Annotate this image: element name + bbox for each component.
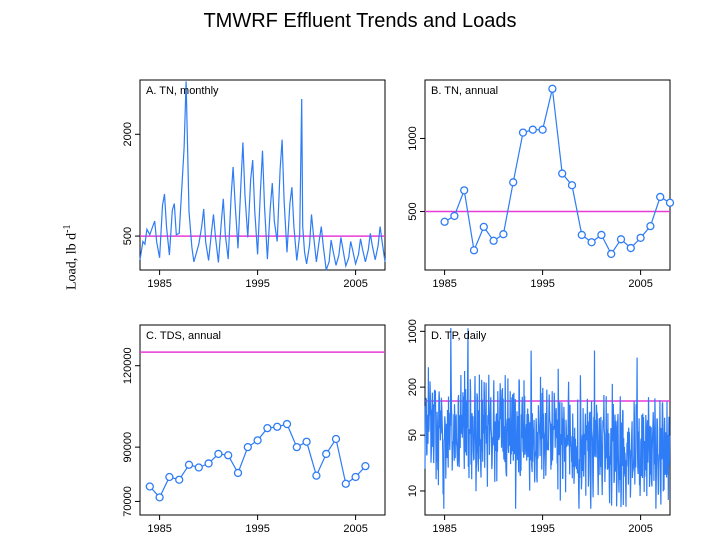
data-marker: [461, 187, 468, 194]
data-marker: [225, 452, 232, 459]
panel-C: C. TDS, annual 1985 1995 2005 70000 90000 1200…: [122, 325, 385, 535]
y-tick-label: 10: [407, 485, 419, 497]
y-axis-label: Load, lb d-1: [62, 225, 81, 291]
data-marker: [205, 460, 212, 467]
data-marker: [293, 444, 300, 451]
data-marker: [657, 193, 664, 200]
data-marker: [166, 474, 173, 481]
series-line: [150, 424, 366, 497]
data-marker: [441, 218, 448, 225]
data-marker: [500, 231, 507, 238]
data-marker: [549, 85, 556, 92]
data-marker: [303, 438, 310, 445]
x-tick-label: 2005: [343, 278, 367, 290]
data-marker: [578, 231, 585, 238]
x-tick-label: 2005: [343, 523, 367, 535]
data-marker: [186, 461, 193, 468]
data-marker: [362, 463, 369, 470]
y-tick-label: 90000: [122, 432, 134, 463]
panel-B: B. TN, annual 1985 1995 2005 500 1000: [407, 80, 674, 290]
x-tick-label: 2005: [628, 523, 652, 535]
data-marker: [215, 450, 222, 457]
panel-label: A. TN, monthly: [146, 85, 219, 97]
data-marker: [520, 129, 527, 136]
x-tick-label: 1995: [245, 523, 269, 535]
series-line: [445, 89, 670, 254]
y-tick-label: 500: [407, 202, 419, 220]
data-marker: [254, 437, 261, 444]
data-marker: [313, 472, 320, 479]
y-tick-label: 120000: [122, 347, 134, 384]
y-tick-label: 2000: [122, 122, 134, 146]
y-tick-label: 200: [407, 378, 419, 396]
y-tick-label: 50: [407, 429, 419, 441]
data-marker: [333, 436, 340, 443]
data-marker: [146, 483, 153, 490]
data-marker: [618, 236, 625, 243]
data-marker: [608, 250, 615, 257]
data-marker: [627, 245, 634, 252]
x-tick-label: 1985: [432, 278, 456, 290]
data-marker: [490, 237, 497, 244]
data-marker: [274, 423, 281, 430]
x-tick-label: 2005: [628, 278, 652, 290]
x-tick-label: 1985: [432, 523, 456, 535]
data-marker: [235, 469, 242, 476]
panel-label: C. TDS, annual: [146, 330, 221, 342]
data-marker: [588, 239, 595, 246]
data-marker: [559, 170, 566, 177]
chart-grid: A. TN, monthly 1985 1995 2005 500 2000 B. TN, …: [0, 0, 720, 540]
data-marker: [637, 234, 644, 241]
data-marker: [510, 179, 517, 186]
x-tick-label: 1985: [147, 278, 171, 290]
x-tick-label: 1995: [530, 523, 554, 535]
x-tick-label: 1995: [245, 278, 269, 290]
panel-label: B. TN, annual: [431, 85, 498, 97]
series-line: [140, 81, 385, 270]
data-marker: [480, 223, 487, 230]
y-tick-label: 1000: [407, 319, 419, 343]
data-marker: [342, 480, 349, 487]
data-marker: [598, 231, 605, 238]
data-marker: [284, 421, 291, 428]
data-marker: [647, 223, 654, 230]
data-marker: [352, 474, 359, 481]
data-marker: [244, 444, 251, 451]
data-marker: [264, 425, 271, 432]
data-marker: [667, 199, 674, 206]
page-title: TMWRF Effluent Trends and Loads: [0, 10, 720, 33]
data-marker: [471, 247, 478, 254]
data-marker: [569, 182, 576, 189]
data-marker: [539, 126, 546, 133]
data-marker: [195, 464, 202, 471]
data-marker: [451, 212, 458, 219]
panel-label: D. TP, daily: [431, 330, 487, 342]
data-marker: [156, 494, 163, 501]
data-marker: [529, 126, 536, 133]
x-tick-label: 1995: [530, 278, 554, 290]
x-tick-label: 1985: [147, 523, 171, 535]
panel-D: D. TP, daily 1985 1995 2005 10 50 200 1000: [407, 319, 670, 535]
data-marker: [176, 476, 183, 483]
panel-A: A. TN, monthly 1985 1995 2005 500 2000: [122, 80, 385, 290]
data-marker: [323, 450, 330, 457]
y-tick-label: 500: [122, 227, 134, 245]
series-line: [425, 328, 670, 509]
y-tick-label: 70000: [122, 486, 134, 517]
y-tick-label: 1000: [407, 126, 419, 150]
